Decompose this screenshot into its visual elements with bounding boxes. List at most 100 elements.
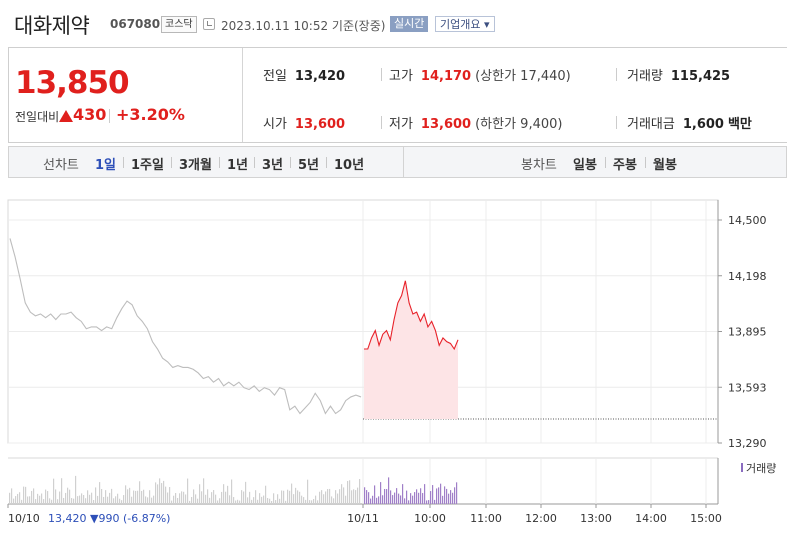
volume-bar <box>382 495 383 504</box>
volume-bar <box>315 496 316 504</box>
volume-bar <box>81 493 82 504</box>
volume-legend: 거래량 <box>746 462 776 475</box>
volume-bar <box>121 500 122 504</box>
volume-bar <box>394 493 395 504</box>
x-tick-label: 12:00 <box>525 512 557 525</box>
volume-bar <box>347 481 348 504</box>
volume-bar <box>309 500 310 504</box>
volume-bar <box>203 478 204 504</box>
volume-bar <box>428 500 429 504</box>
volume-bar <box>277 494 278 504</box>
volume-bar <box>135 491 136 504</box>
volume-bar <box>267 498 268 504</box>
volume-bar <box>321 490 322 504</box>
volume-bar <box>450 490 451 504</box>
volume-bar <box>201 491 202 504</box>
volume-bar <box>115 496 116 504</box>
volume-bar <box>25 487 26 504</box>
volume-bar <box>323 494 324 504</box>
volume-bar <box>279 499 280 504</box>
volume-bar <box>37 494 38 504</box>
volume-bar <box>396 488 397 504</box>
volume-bar <box>253 497 254 504</box>
volume-bar <box>329 489 330 504</box>
y-tick-label: 13,593 <box>728 381 767 394</box>
volume-bar <box>364 487 365 504</box>
volume-bar <box>355 490 356 504</box>
volume-bar <box>181 491 182 504</box>
volume-bar <box>89 495 90 504</box>
volume-bar <box>283 491 284 504</box>
volume-bar <box>255 490 256 504</box>
volume-bar <box>173 496 174 504</box>
volume-bar <box>133 491 134 504</box>
volume-bar <box>55 489 56 504</box>
volume-bar <box>49 498 50 504</box>
volume-bar <box>51 500 52 504</box>
volume-bar <box>233 497 234 504</box>
volume-bar <box>420 488 421 504</box>
volume-bar <box>107 497 108 504</box>
volume-bar <box>359 479 360 504</box>
volume-bar <box>247 497 248 504</box>
volume-bar <box>372 496 373 504</box>
x-tick-label: 10/10 <box>8 512 40 525</box>
volume-bar <box>131 497 132 504</box>
volume-bar <box>137 491 138 504</box>
volume-bar <box>33 488 34 504</box>
volume-bar <box>29 496 30 504</box>
volume-bar <box>430 491 431 504</box>
volume-bar <box>261 497 262 504</box>
x-tick-label: 10/11 <box>347 512 379 525</box>
volume-bar <box>289 491 290 504</box>
volume-bar <box>406 491 407 504</box>
volume-bar <box>17 494 18 504</box>
volume-bar <box>392 495 393 504</box>
x-tick-label: 11:00 <box>470 512 502 525</box>
volume-bar <box>225 492 226 504</box>
volume-bar <box>9 493 10 504</box>
volume-bar <box>434 500 435 504</box>
volume-bar <box>45 490 46 504</box>
volume-bar <box>61 478 62 504</box>
volume-bar <box>101 489 102 504</box>
volume-bar <box>209 498 210 504</box>
volume-bar <box>63 498 64 504</box>
volume-bar <box>307 480 308 504</box>
volume-bar <box>215 495 216 504</box>
volume-bar <box>11 488 12 504</box>
volume-bar <box>414 492 415 504</box>
volume-bar <box>452 493 453 504</box>
volume-bar <box>241 490 242 504</box>
x-tick-label: 10:00 <box>414 512 446 525</box>
volume-bar <box>75 476 76 504</box>
volume-bar <box>239 501 240 504</box>
volume-bar <box>103 497 104 504</box>
y-tick-label: 13,290 <box>728 437 767 450</box>
volume-bar <box>301 496 302 504</box>
volume-bar <box>109 493 110 504</box>
volume-bar <box>223 484 224 504</box>
volume-bar <box>351 490 352 504</box>
volume-bar <box>141 491 142 504</box>
volume-bar <box>155 482 156 504</box>
volume-bar <box>35 499 36 504</box>
volume-bar <box>380 482 381 504</box>
volume-bar <box>426 500 427 504</box>
volume-bar <box>265 486 266 504</box>
volume-bar <box>39 496 40 504</box>
volume-bar <box>213 490 214 504</box>
volume-bar <box>327 489 328 504</box>
volume-bar <box>111 489 112 504</box>
volume-bar <box>123 495 124 504</box>
volume-bar <box>99 482 100 504</box>
volume-bar <box>83 495 84 504</box>
volume-bar <box>404 498 405 504</box>
volume-bar <box>143 490 144 504</box>
volume-bar <box>47 491 48 504</box>
volume-bar <box>79 496 80 504</box>
volume-bar <box>410 493 411 504</box>
volume-bar <box>422 493 423 504</box>
volume-bar <box>357 488 358 504</box>
